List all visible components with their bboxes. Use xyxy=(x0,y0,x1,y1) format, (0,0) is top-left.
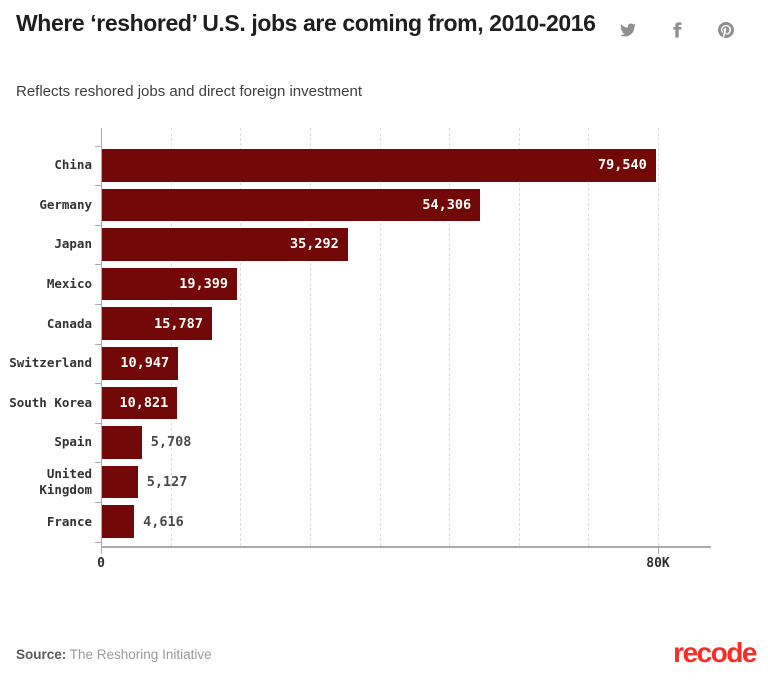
bar-united-kingdom xyxy=(102,465,138,499)
source-label: Source: xyxy=(16,647,67,662)
bar-china xyxy=(102,149,656,182)
source-text: The Reshoring Initiative xyxy=(66,647,212,662)
bar-germany xyxy=(102,188,481,222)
bar-switzerland xyxy=(102,347,179,380)
x-tick-label-0: 0 xyxy=(97,556,105,571)
gridline xyxy=(518,128,520,546)
chart-title: Where ‘reshored’ U.S. jobs are coming fr… xyxy=(16,10,596,36)
bar-value-france: 4,616 xyxy=(143,513,184,530)
gridline xyxy=(588,128,590,546)
x-axis-tick xyxy=(658,548,659,554)
bar-value-china: 79,540 xyxy=(598,157,647,174)
y-axis-tick xyxy=(95,343,101,345)
category-label-france: France xyxy=(46,513,92,529)
y-axis-tick xyxy=(95,264,101,266)
bar-value-canada: 15,787 xyxy=(154,315,203,332)
x-tick-label-80K: 80K xyxy=(646,556,670,571)
bar-canada xyxy=(102,307,212,340)
category-label-japan: Japan xyxy=(54,236,92,252)
category-label-south-korea: South Korea xyxy=(9,394,92,410)
y-axis-tick xyxy=(95,145,101,147)
y-axis-tick xyxy=(95,501,101,503)
social-share-bar xyxy=(620,22,734,38)
plot-area: 79,540 54,306 35,292 19,399 15,787 10,947 10,8… xyxy=(95,128,711,571)
category-label-germany: Germany xyxy=(39,196,92,212)
x-axis-tick xyxy=(101,548,102,554)
bar-value-united-kingdom: 5,127 xyxy=(146,474,188,491)
category-label-mexico: Mexico xyxy=(46,275,92,291)
bar-value-switzerland: 10,947 xyxy=(120,355,170,372)
category-label-spain: Spain xyxy=(54,434,92,450)
bar-mexico xyxy=(102,267,238,301)
facebook-icon[interactable] xyxy=(669,22,685,38)
bar-japan xyxy=(102,228,348,261)
bar-south-korea xyxy=(102,386,178,420)
bar-value-mexico: 19,399 xyxy=(179,276,229,293)
bar-spain xyxy=(102,426,142,459)
category-label-united-kingdom: United Kingdom xyxy=(39,465,92,498)
x-axis-line xyxy=(101,546,711,548)
bar-value-japan: 35,292 xyxy=(289,236,339,253)
y-axis-tick xyxy=(95,383,101,385)
chart: 79,540 54,306 35,292 19,399 15,787 10,947 10,8… xyxy=(0,128,768,583)
twitter-icon[interactable] xyxy=(620,22,636,38)
recode-logo[interactable]: recode xyxy=(673,637,757,668)
chart-subtitle: Reflects reshored jobs and direct foreig… xyxy=(16,83,363,100)
gridline xyxy=(309,128,311,546)
category-label-canada: Canada xyxy=(46,315,92,331)
y-axis-line xyxy=(101,128,102,552)
y-axis-tick xyxy=(95,303,101,305)
bar-value-germany: 54,306 xyxy=(422,196,472,213)
gridline xyxy=(658,128,659,546)
pinterest-icon[interactable] xyxy=(718,22,734,38)
gridline xyxy=(449,128,451,546)
y-axis-tick xyxy=(95,541,101,543)
bar-france xyxy=(102,505,135,538)
gridline xyxy=(240,128,242,546)
y-axis-tick xyxy=(95,422,101,424)
bar-value-south-korea: 10,821 xyxy=(119,394,169,411)
gridline xyxy=(379,128,381,546)
category-label-china: China xyxy=(54,157,92,173)
source-line: Source: The Reshoring Initiative xyxy=(16,647,212,662)
bar-value-spain: 5,708 xyxy=(150,434,192,451)
y-axis-tick xyxy=(95,224,101,226)
category-label-switzerland: Switzerland xyxy=(9,355,92,371)
y-axis-tick xyxy=(95,462,101,464)
y-axis-tick xyxy=(95,185,101,187)
